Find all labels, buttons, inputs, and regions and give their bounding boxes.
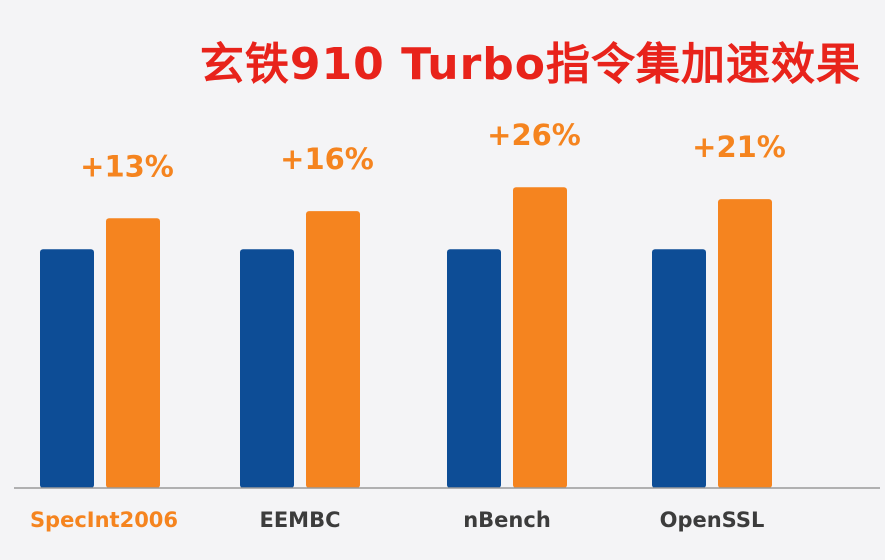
baseline-bar-eembc <box>240 249 294 488</box>
bars-group <box>40 187 772 489</box>
percent-label-nbench: +26% <box>487 118 581 152</box>
category-label-specint2006: SpecInt2006 <box>30 508 178 532</box>
baseline-bar-nbench <box>447 249 501 488</box>
percent-label-openssl: +21% <box>692 130 786 164</box>
turbo-bar-nbench <box>513 187 567 488</box>
labels-group: +13% +16% +26% +21% <box>80 118 786 183</box>
percent-label-specint2006: +13% <box>80 149 174 183</box>
category-label-eembc: EEMBC <box>259 508 340 532</box>
chart-title: 玄铁910 Turbo指令集加速效果 <box>199 39 861 90</box>
baseline-bar-specint2006 <box>40 249 94 488</box>
category-label-nbench: nBench <box>463 508 551 532</box>
turbo-bar-openssl <box>718 199 772 488</box>
baseline-bar-openssl <box>652 249 706 488</box>
percent-label-eembc: +16% <box>280 142 374 176</box>
turbo-bar-eembc <box>306 211 360 488</box>
category-label-openssl: OpenSSL <box>660 508 765 532</box>
turbo-bar-specint2006 <box>106 218 160 489</box>
categories-group: SpecInt2006 EEMBC nBench OpenSSL <box>30 508 764 532</box>
